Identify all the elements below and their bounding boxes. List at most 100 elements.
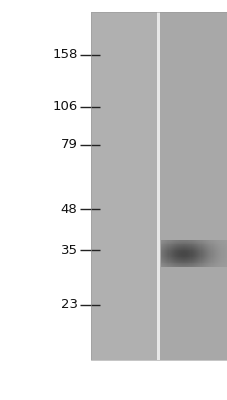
- Bar: [202, 244, 203, 245]
- Bar: [219, 240, 221, 242]
- Bar: [215, 254, 217, 256]
- Bar: [194, 248, 196, 250]
- Bar: [213, 250, 214, 252]
- Bar: [198, 264, 200, 266]
- Bar: [225, 244, 226, 245]
- Bar: [207, 256, 209, 258]
- Bar: [182, 250, 183, 251]
- Bar: [167, 244, 168, 245]
- Bar: [205, 244, 207, 245]
- Bar: [197, 257, 199, 258]
- Bar: [164, 263, 166, 264]
- Bar: [186, 249, 188, 250]
- Bar: [202, 252, 203, 253]
- Bar: [162, 258, 164, 259]
- Bar: [212, 252, 213, 254]
- Bar: [173, 240, 175, 242]
- Bar: [168, 241, 169, 243]
- Bar: [205, 258, 207, 259]
- Bar: [162, 248, 164, 250]
- Bar: [225, 244, 226, 246]
- Bar: [198, 256, 200, 258]
- Bar: [177, 242, 178, 244]
- Bar: [201, 253, 202, 255]
- Bar: [217, 243, 219, 244]
- Bar: [194, 252, 196, 254]
- Bar: [180, 249, 181, 250]
- Bar: [160, 261, 162, 263]
- Bar: [160, 255, 162, 256]
- Bar: [217, 263, 219, 264]
- Bar: [185, 255, 187, 256]
- Bar: [177, 254, 178, 256]
- Bar: [189, 257, 190, 258]
- Bar: [182, 249, 183, 250]
- Bar: [168, 264, 169, 265]
- Bar: [191, 240, 192, 242]
- Bar: [213, 255, 214, 256]
- Bar: [171, 245, 173, 247]
- Bar: [219, 252, 221, 253]
- Bar: [218, 252, 220, 254]
- Bar: [177, 244, 178, 246]
- Bar: [219, 243, 221, 244]
- Bar: [170, 242, 171, 244]
- Bar: [190, 240, 191, 242]
- Bar: [178, 262, 179, 264]
- Bar: [165, 256, 167, 258]
- Bar: [200, 242, 201, 244]
- Bar: [196, 247, 198, 249]
- Bar: [203, 255, 204, 256]
- Bar: [214, 248, 215, 250]
- Bar: [206, 242, 208, 244]
- Bar: [177, 243, 178, 244]
- Bar: [179, 259, 180, 261]
- Bar: [212, 252, 213, 253]
- Bar: [208, 257, 210, 258]
- Bar: [218, 252, 220, 253]
- Bar: [198, 250, 200, 251]
- Bar: [193, 252, 195, 254]
- Bar: [200, 262, 201, 264]
- Bar: [192, 262, 193, 264]
- Bar: [206, 263, 208, 264]
- Bar: [217, 250, 219, 252]
- Bar: [170, 241, 171, 243]
- Bar: [198, 252, 200, 254]
- Bar: [161, 245, 163, 247]
- Bar: [210, 262, 212, 264]
- Bar: [178, 265, 179, 267]
- Bar: [216, 248, 217, 250]
- Bar: [162, 246, 164, 248]
- Bar: [201, 246, 202, 248]
- Bar: [206, 250, 208, 252]
- Bar: [192, 243, 193, 244]
- Bar: [172, 259, 174, 261]
- Bar: [210, 248, 212, 250]
- Bar: [193, 264, 195, 266]
- Bar: [192, 248, 193, 250]
- Bar: [191, 241, 192, 243]
- Bar: [201, 243, 202, 244]
- Bar: [183, 256, 185, 258]
- Bar: [168, 246, 169, 248]
- Bar: [164, 244, 166, 246]
- Bar: [175, 253, 177, 255]
- Bar: [189, 264, 190, 265]
- Bar: [162, 252, 164, 254]
- Bar: [217, 250, 219, 251]
- Bar: [174, 264, 176, 266]
- Bar: [222, 249, 224, 250]
- Bar: [218, 258, 220, 259]
- Bar: [200, 258, 201, 259]
- Bar: [172, 256, 174, 258]
- Bar: [225, 250, 226, 252]
- Bar: [164, 258, 166, 260]
- Bar: [222, 252, 224, 254]
- Bar: [222, 241, 223, 243]
- Bar: [212, 260, 213, 262]
- Bar: [222, 257, 224, 258]
- Bar: [215, 248, 217, 250]
- Bar: [195, 260, 197, 262]
- Bar: [200, 264, 201, 266]
